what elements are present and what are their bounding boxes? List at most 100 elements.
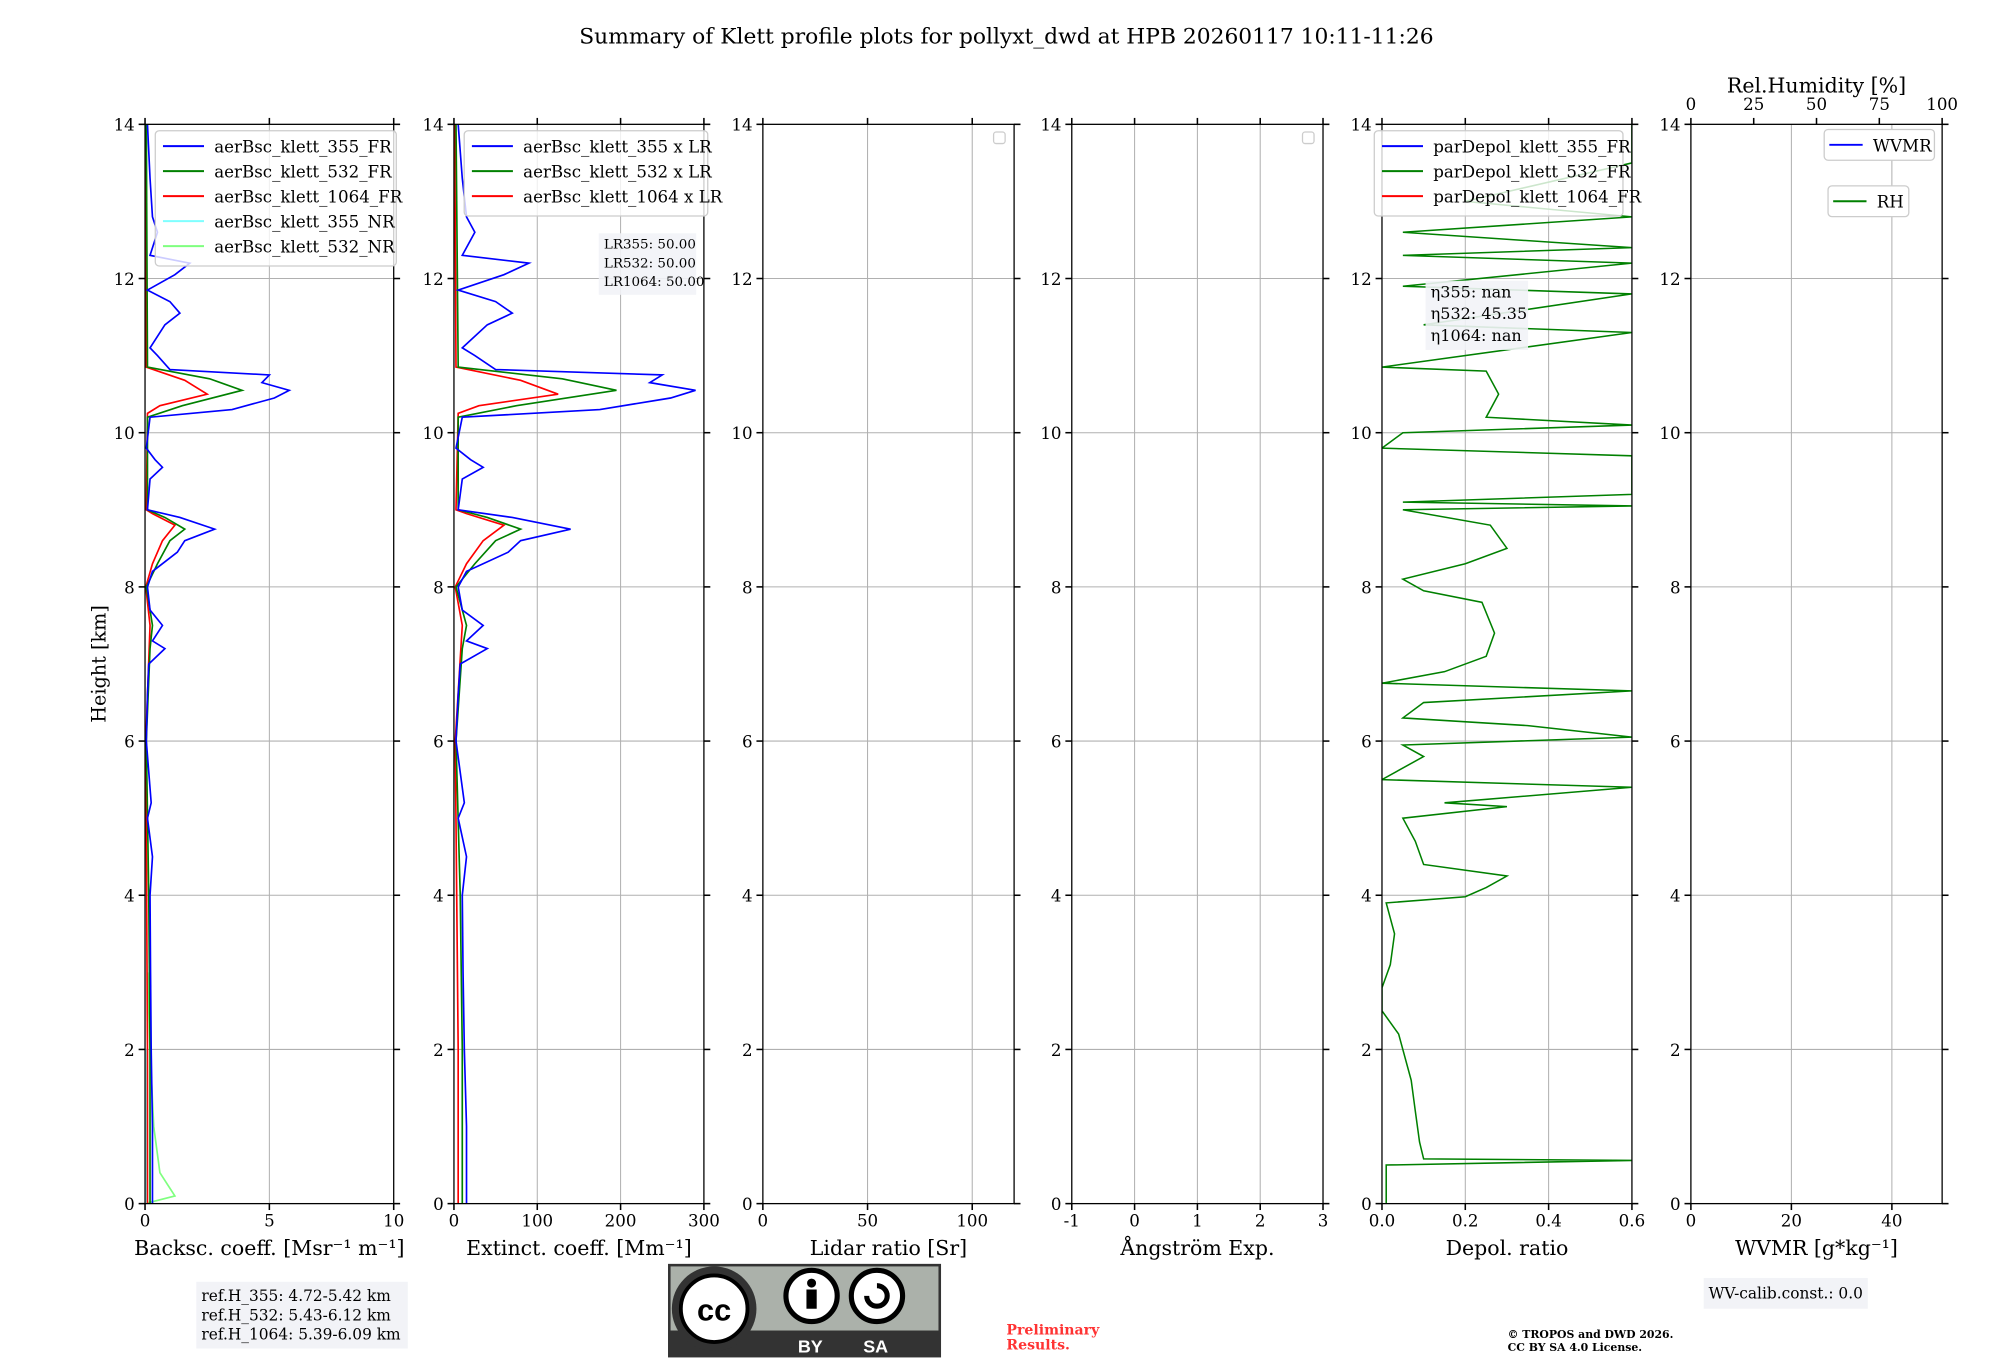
x-tick-label: 0.2 bbox=[1452, 1212, 1479, 1231]
y-tick-label: 2 bbox=[1051, 1041, 1062, 1060]
x-tick-label: 0.6 bbox=[1619, 1212, 1646, 1231]
y-tick-label: 14 bbox=[1659, 116, 1680, 135]
y-tick-label: 4 bbox=[1670, 887, 1681, 906]
y-tick-label: 12 bbox=[1659, 270, 1680, 289]
y-tick-label: 12 bbox=[1351, 270, 1372, 289]
y-tick-label: 6 bbox=[124, 732, 135, 751]
panel-lidar-ratio: 0 2 4 6 8 10 12 14 0 50 100 Lidar ratio [Sr] bbox=[731, 116, 1021, 1260]
ref-height-1064: ref.H_1064: 5.39-6.09 km bbox=[201, 1325, 401, 1343]
y-tick-label: 2 bbox=[1361, 1041, 1372, 1060]
wv-calib-text: WV-calib.const.: 0.0 bbox=[1709, 1284, 1863, 1302]
legend-label: parDepol_klett_1064_FR bbox=[1433, 188, 1641, 207]
y-tick-label: 6 bbox=[742, 732, 753, 751]
empty-legend-box bbox=[992, 131, 1006, 145]
copyright-line2: CC BY SA 4.0 License. bbox=[1508, 1341, 1642, 1354]
y-tick-label: 6 bbox=[1670, 732, 1681, 751]
legend-label: WVMR bbox=[1873, 136, 1932, 155]
x-tick-label: 0.4 bbox=[1535, 1212, 1562, 1231]
top-x-tick-label: 50 bbox=[1806, 95, 1827, 114]
y-tick-label: 4 bbox=[742, 887, 753, 906]
preliminary-text-line1: Preliminary bbox=[1006, 1322, 1100, 1338]
y-tick-label: 4 bbox=[1051, 887, 1062, 906]
legend-label: RH bbox=[1877, 193, 1904, 212]
y-tick-label: 8 bbox=[742, 578, 753, 597]
y-tick-label: 14 bbox=[1351, 116, 1372, 135]
y-tick-label: 2 bbox=[124, 1041, 135, 1060]
y-tick-label: 10 bbox=[1659, 424, 1680, 443]
eta-355-annotation: η355: nan bbox=[1431, 282, 1512, 301]
x-tick-label: 50 bbox=[857, 1212, 878, 1231]
legend-wvmr: WVMR bbox=[1823, 128, 1936, 161]
y-tick-label: 6 bbox=[433, 732, 444, 751]
legend-box bbox=[1373, 130, 1624, 217]
x-tick-label: 10 bbox=[383, 1212, 404, 1231]
y-tick-label: 10 bbox=[422, 424, 443, 443]
empty-legend-box bbox=[1301, 131, 1315, 145]
x-tick-label: 0 bbox=[140, 1212, 151, 1231]
copyright-line1: © TROPOS and DWD 2026. bbox=[1508, 1328, 1674, 1341]
legend-box bbox=[154, 130, 397, 267]
top-x-tick-label: 75 bbox=[1869, 95, 1890, 114]
y-tick-label: 2 bbox=[433, 1041, 444, 1060]
y-tick-label: 6 bbox=[1361, 732, 1372, 751]
wv-calib-box: WV-calib.const.: 0.0 bbox=[1703, 1277, 1868, 1309]
axes-frame bbox=[1690, 123, 1943, 1205]
y-tick-label: 14 bbox=[731, 116, 752, 135]
legend-label: parDepol_klett_355_FR bbox=[1433, 138, 1631, 157]
lr-1064-annotation: LR1064: 50.00 bbox=[604, 275, 705, 290]
legend-label: aerBsc_klett_1064 x LR bbox=[523, 188, 723, 207]
preliminary-text-line2: Results. bbox=[1006, 1338, 1070, 1354]
ref-heights-box: ref.H_355: 4.72-5.42 km ref.H_532: 5.43-… bbox=[196, 1281, 408, 1349]
data-layer bbox=[453, 124, 696, 1204]
y-tick-label: 6 bbox=[1051, 732, 1062, 751]
y-tick-label: 10 bbox=[114, 424, 135, 443]
y-tick-label: 14 bbox=[1040, 116, 1061, 135]
y-tick-label: 12 bbox=[422, 270, 443, 289]
series-line-ext-bsc532FR bbox=[455, 124, 617, 1204]
top-x-tick-label: 0 bbox=[1686, 95, 1697, 114]
legend: aerBsc_klett_355_FR aerBsc_klett_532_FRae… bbox=[154, 130, 403, 267]
legend-label: aerBsc_klett_355_FR bbox=[214, 138, 392, 157]
top-x-tick-label: 25 bbox=[1743, 95, 1764, 114]
svg-text:SA: SA bbox=[863, 1336, 888, 1356]
lidar-ratio-annotation: LR355: 50.00 LR532: 50.00 LR1064: 50.00 bbox=[604, 238, 705, 290]
y-tick-label: 12 bbox=[731, 270, 752, 289]
series-line-bsc532FR bbox=[145, 124, 245, 1204]
legend-label: aerBsc_klett_355 x LR bbox=[523, 138, 712, 157]
y-tick-label: 0 bbox=[1051, 1195, 1062, 1214]
legend-label: aerBsc_klett_532 x LR bbox=[523, 163, 712, 182]
chart-title: Summary of Klett profile plots for polly… bbox=[579, 25, 1433, 50]
y-tick-label: 0 bbox=[433, 1195, 444, 1214]
y-tick-label: 10 bbox=[1351, 424, 1372, 443]
y-tick-label: 0 bbox=[1670, 1195, 1681, 1214]
y-tick-label: 4 bbox=[433, 887, 444, 906]
y-tick-label: 4 bbox=[124, 887, 135, 906]
x-tick-label: 100 bbox=[956, 1212, 988, 1231]
legend-box bbox=[1823, 128, 1936, 161]
legend-box bbox=[463, 130, 709, 217]
panel-extinction: 0 2 4 6 8 10 12 14 0 100 200 300 Extinct. coeff. [Mm… bbox=[422, 116, 722, 1260]
x-tick-label: 3 bbox=[1318, 1212, 1329, 1231]
lr-532-annotation: LR532: 50.00 bbox=[604, 256, 696, 271]
lr-355-annotation: LR355: 50.00 bbox=[604, 238, 696, 253]
data-layer bbox=[145, 124, 292, 1204]
series-line-bsc355NR bbox=[145, 1049, 148, 1204]
x-axis-label: Ångström Exp. bbox=[1119, 1235, 1274, 1260]
x-tick-label: 0 bbox=[1686, 1212, 1697, 1231]
eta-532-annotation: η532: 45.35 bbox=[1431, 304, 1528, 323]
y-tick-label: 10 bbox=[1040, 424, 1061, 443]
y-tick-label: 4 bbox=[1361, 887, 1372, 906]
axes-frame bbox=[762, 123, 1015, 1205]
legend-rh: RH bbox=[1827, 185, 1910, 218]
x-tick-label: 200 bbox=[605, 1212, 637, 1231]
x-axis-label: Extinct. coeff. [Mm⁻¹] bbox=[466, 1236, 692, 1260]
panel-wvmr: 0 2 4 6 8 10 12 14 0 20 40 WVMR [g*kg⁻¹] 0 25 50 75 100 R… bbox=[1659, 73, 1958, 1260]
y-tick-label: 12 bbox=[1040, 270, 1061, 289]
x-axis-label: WVMR [g*kg⁻¹] bbox=[1735, 1236, 1898, 1260]
y-tick-label: 8 bbox=[1670, 578, 1681, 597]
axes-frame bbox=[453, 123, 705, 1205]
legend-label: aerBsc_klett_532_FR bbox=[214, 163, 392, 182]
cc-by-sa-logo: cc BY SA bbox=[668, 1263, 942, 1358]
